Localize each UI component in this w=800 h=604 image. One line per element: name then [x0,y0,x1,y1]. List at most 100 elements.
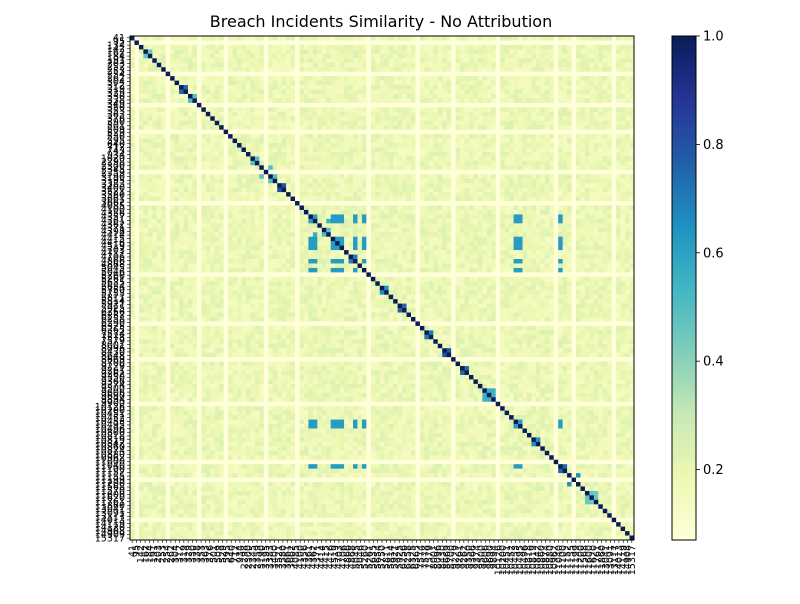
heatmap-cell [339,93,345,99]
heatmap-cell [562,223,568,229]
heatmap-cell [598,129,604,135]
heatmap-cell [281,174,287,180]
heatmap-cell [477,40,483,46]
heatmap-cell [419,147,425,153]
heatmap-cell [344,116,349,122]
heatmap-cell [540,71,546,77]
heatmap-cell [611,85,617,90]
heatmap-cell [308,36,314,41]
heatmap-cell [388,178,394,184]
heatmap-cell [339,214,345,220]
heatmap-cell [375,147,381,153]
heatmap-cell [513,160,519,166]
heatmap-cell [357,36,363,41]
heatmap-cell [531,116,537,122]
heatmap-cell [428,178,434,184]
heatmap-cell [602,44,608,50]
heatmap-cell [214,156,220,162]
heatmap-cell [223,160,229,166]
heatmap-cell [424,201,430,206]
heatmap-cell [254,209,260,215]
heatmap-cell [486,67,492,73]
heatmap-cell [366,116,372,122]
heatmap-cell [518,111,523,117]
heatmap-cell [187,125,193,131]
heatmap-cell [388,53,394,59]
heatmap-cell [388,93,394,99]
heatmap-cell [544,227,550,233]
heatmap-cell [295,53,300,59]
heatmap-cell [513,196,519,202]
heatmap-cell [223,218,229,224]
heatmap-cell [388,192,394,197]
heatmap-cell [165,138,171,144]
heatmap-cell [130,80,135,86]
heatmap-cell [549,85,555,90]
heatmap-cell [428,89,434,95]
heatmap-cell [402,62,407,68]
heatmap-cell [214,76,220,81]
heatmap-cell [625,138,630,144]
heatmap-cell [214,125,220,131]
heatmap-cell [460,147,465,153]
heatmap-cell [344,223,349,229]
heatmap-cell [254,102,260,108]
heatmap-cell [183,174,189,180]
heatmap-cell [196,223,202,229]
heatmap-cell [192,125,198,131]
heatmap-cell [245,85,251,90]
heatmap-cell [446,134,452,139]
heatmap-cell [451,138,456,144]
heatmap-cell [442,125,448,131]
heatmap-cell [366,165,372,171]
heatmap-cell [192,218,198,224]
heatmap-cell [344,227,349,233]
heatmap-cell [161,120,167,126]
heatmap-cell [549,134,555,139]
heatmap-cell [339,178,345,184]
heatmap-cell [584,223,590,229]
heatmap-cell [348,169,354,175]
heatmap-cell [460,138,465,144]
heatmap-cell [531,120,537,126]
heatmap-cell [196,107,202,113]
heatmap-cell [611,40,617,46]
heatmap-cell [303,36,309,41]
heatmap-cell [134,165,140,171]
heatmap-cell [344,93,349,99]
heatmap-cell [183,147,189,153]
heatmap-cell [326,76,332,81]
heatmap-cell [468,147,474,153]
heatmap-cell [629,85,635,90]
heatmap-cell [165,71,171,77]
heatmap-cell [281,40,287,46]
heatmap-cell [571,156,577,162]
heatmap-cell [232,187,238,193]
heatmap-cell [433,125,439,131]
heatmap-cell [335,85,340,90]
heatmap-cell [219,129,225,135]
heatmap-cell [303,71,309,77]
heatmap-cell [410,93,416,99]
heatmap-cell [602,192,608,197]
heatmap-cell [486,147,492,153]
heatmap-cell [598,71,604,77]
heatmap-cell [295,71,300,77]
heatmap-cell [192,169,198,175]
heatmap-cell [553,151,559,157]
heatmap-cell [486,62,492,68]
heatmap-cell [406,138,412,144]
heatmap-cell [321,192,327,197]
heatmap-cell [495,98,501,104]
heatmap-cell [611,156,617,162]
heatmap-cell [473,71,479,77]
heatmap-cell [442,44,448,50]
heatmap-cell [335,218,340,224]
heatmap-cell [625,187,630,193]
heatmap-cell [317,214,323,220]
heatmap-cell [259,205,265,211]
heatmap-cell [130,196,135,202]
heatmap-cell [406,98,412,104]
heatmap-cell [228,169,233,175]
heatmap-cell [602,85,608,90]
